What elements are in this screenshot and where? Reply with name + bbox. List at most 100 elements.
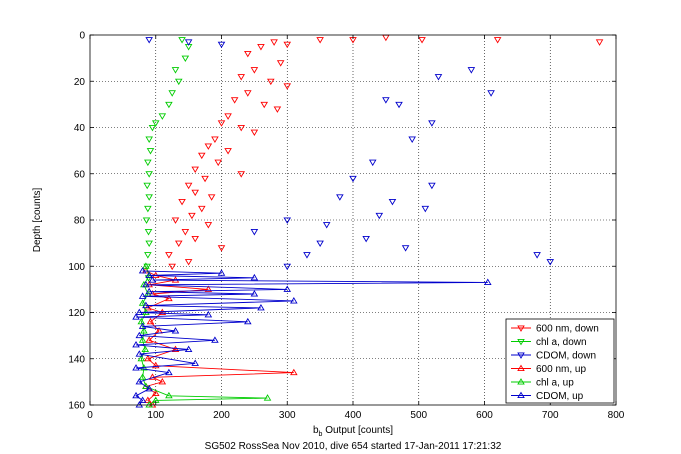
data-point <box>132 313 140 320</box>
legend-box <box>505 318 615 404</box>
y-tick-label: 60 <box>74 169 86 180</box>
legend-label: CDOM, up <box>536 391 584 402</box>
data-point <box>250 290 259 297</box>
data-point <box>144 229 153 236</box>
data-point <box>484 278 492 285</box>
legend-marker <box>517 352 525 359</box>
data-point <box>135 401 144 408</box>
data-point <box>316 37 324 44</box>
data-point <box>276 60 285 67</box>
data-point <box>273 106 282 113</box>
data-point <box>137 317 146 325</box>
x-tick-label: 300 <box>279 410 296 421</box>
data-point <box>144 252 152 259</box>
data-point <box>178 198 186 206</box>
data-point <box>263 394 272 401</box>
data-point <box>395 101 403 109</box>
y-tick-label: 20 <box>74 77 86 88</box>
data-point <box>148 276 157 283</box>
data-point <box>204 222 213 229</box>
data-point <box>178 37 186 44</box>
data-point <box>191 166 199 174</box>
data-point <box>165 101 173 109</box>
data-point <box>174 78 183 86</box>
data-point <box>270 39 278 46</box>
data-point <box>224 148 232 155</box>
data-point <box>290 297 298 304</box>
data-point <box>144 396 152 403</box>
data-point <box>144 159 152 167</box>
data-point <box>145 194 153 201</box>
data-point <box>142 217 151 224</box>
data-point <box>217 41 226 49</box>
x-tick-label: 0 <box>87 410 93 421</box>
data-point <box>388 198 397 206</box>
data-point <box>142 382 150 390</box>
data-point <box>191 235 199 243</box>
data-point <box>138 373 147 380</box>
legend-marker <box>517 364 525 372</box>
data-point <box>138 292 147 299</box>
data-point <box>145 287 153 295</box>
series-0 <box>165 34 604 271</box>
data-point <box>142 301 150 309</box>
data-point <box>207 194 216 201</box>
data-point <box>148 373 157 380</box>
data-point <box>257 44 265 51</box>
data-point <box>168 263 176 271</box>
data-point <box>214 159 222 167</box>
data-point <box>191 359 199 366</box>
y-tick-label: 40 <box>74 123 86 134</box>
data-point <box>158 377 167 385</box>
data-point <box>211 136 219 143</box>
data-point <box>135 377 144 385</box>
series-2 <box>145 37 555 271</box>
data-point <box>171 345 180 353</box>
data-point <box>244 317 252 325</box>
data-point <box>487 90 495 97</box>
series-1 <box>142 37 193 282</box>
data-point <box>408 136 416 143</box>
data-point <box>135 308 144 316</box>
x-axis-label-main: b <box>313 425 319 436</box>
data-point <box>135 350 144 357</box>
data-point <box>171 327 180 334</box>
x-axis-label-subscript: b <box>319 431 323 438</box>
data-point <box>132 340 140 348</box>
data-point <box>244 90 252 97</box>
data-point <box>250 129 259 137</box>
data-point <box>224 113 232 120</box>
data-point <box>283 285 292 292</box>
data-point <box>165 294 173 302</box>
data-point <box>401 245 410 252</box>
data-point <box>428 120 436 127</box>
data-point <box>217 269 226 276</box>
data-point <box>283 41 292 49</box>
data-point <box>145 171 153 178</box>
legend: 600 nm, down chl a, down CDOM, down 600 nm,… <box>505 318 615 404</box>
data-point <box>138 299 147 306</box>
data-point <box>181 55 190 63</box>
data-point <box>184 345 193 353</box>
x-tick-label: 600 <box>476 410 493 421</box>
legend-label: 600 nm, up <box>536 364 586 375</box>
data-point <box>204 143 213 150</box>
data-point <box>145 136 153 143</box>
data-point <box>181 229 190 236</box>
data-point <box>171 67 180 74</box>
data-point <box>138 266 147 274</box>
data-point <box>418 37 426 44</box>
data-point <box>237 74 246 81</box>
y-tick-label: 80 <box>74 216 86 227</box>
legend-marker <box>517 325 525 332</box>
legend-label: CDOM, down <box>536 351 596 362</box>
chart-title: SG502 RossSea Nov 2010, dive 654 started… <box>205 441 502 452</box>
y-tick-label: 100 <box>68 262 85 273</box>
data-point <box>283 83 292 90</box>
data-point <box>250 229 259 236</box>
data-point <box>533 252 541 259</box>
legend-label: 600 nm, down <box>536 324 599 335</box>
data-point <box>375 212 384 220</box>
legend-marker <box>517 378 525 385</box>
legend-marker <box>517 338 525 346</box>
